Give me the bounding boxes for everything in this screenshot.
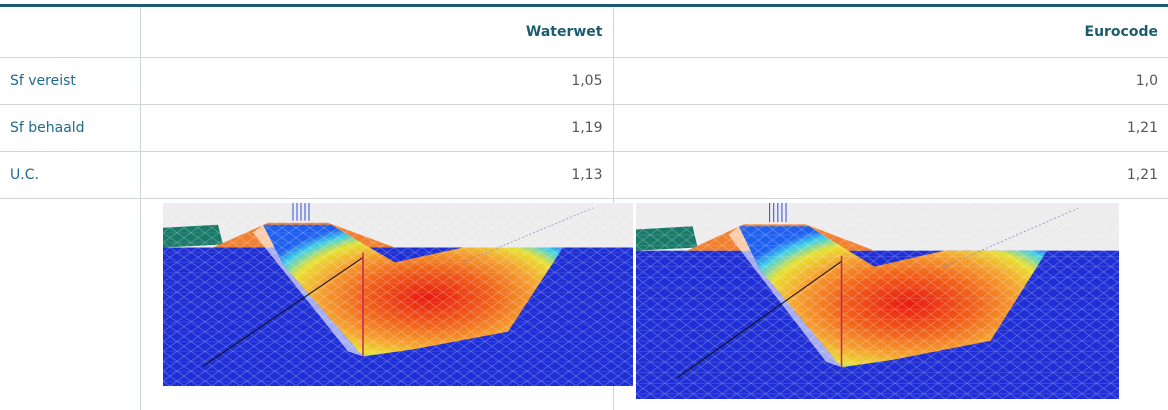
value-cell: 1,21 [613,152,1168,199]
page: Waterwet Eurocode Sf vereist1,051,0Sf be… [0,0,1168,407]
value-cell: 1,21 [613,105,1168,152]
fem-plot [636,203,1119,399]
row-label: U.C. [0,152,140,199]
empty-cell [0,199,140,410]
image-cell [613,199,1168,410]
header-cell: Eurocode [613,6,1168,58]
image-row [0,199,1168,410]
value-cell: 1,05 [140,58,613,105]
value-cell: 1,0 [613,58,1168,105]
header-row: Waterwet Eurocode [0,6,1168,58]
header-cell: Waterwet [140,6,613,58]
fem-plot [163,203,633,386]
row-label: Sf vereist [0,58,140,105]
image-cell [140,199,613,410]
header-empty [0,6,140,58]
value-cell: 1,13 [140,152,613,199]
row-label: Sf behaald [0,105,140,152]
value-cell: 1,19 [140,105,613,152]
